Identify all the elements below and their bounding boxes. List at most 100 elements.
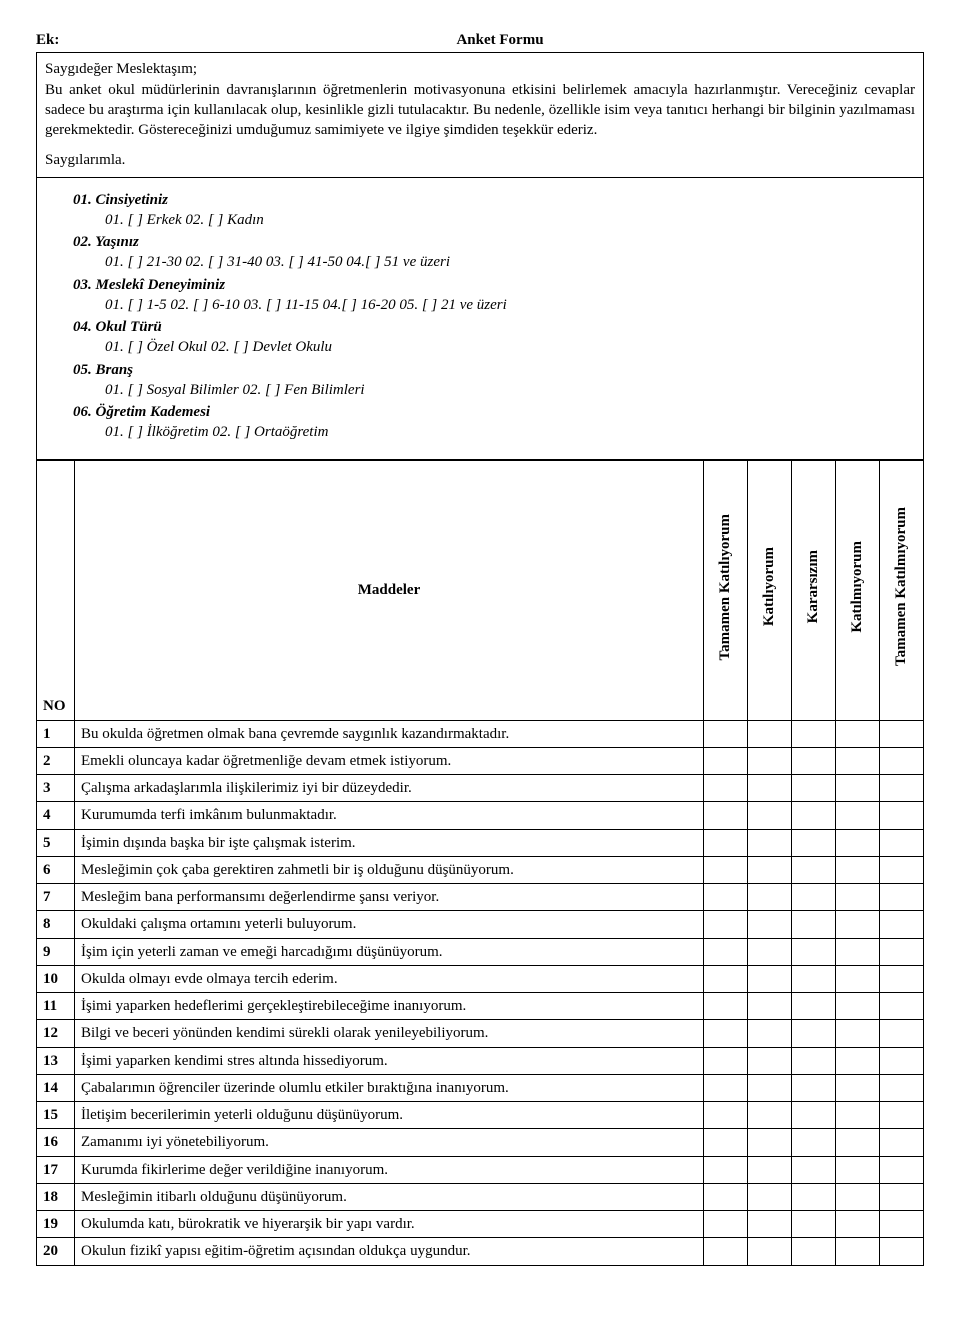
- rating-cell[interactable]: [836, 720, 880, 747]
- rating-cell[interactable]: [792, 856, 836, 883]
- rating-cell[interactable]: [748, 1074, 792, 1101]
- rating-cell[interactable]: [880, 993, 924, 1020]
- rating-cell[interactable]: [880, 911, 924, 938]
- rating-cell[interactable]: [792, 1020, 836, 1047]
- rating-cell[interactable]: [792, 802, 836, 829]
- rating-cell[interactable]: [748, 829, 792, 856]
- rating-cell[interactable]: [880, 1129, 924, 1156]
- rating-cell[interactable]: [792, 720, 836, 747]
- rating-cell[interactable]: [880, 1211, 924, 1238]
- rating-cell[interactable]: [792, 884, 836, 911]
- rating-cell[interactable]: [704, 965, 748, 992]
- rating-cell[interactable]: [748, 911, 792, 938]
- rating-cell[interactable]: [880, 829, 924, 856]
- rating-cell[interactable]: [836, 829, 880, 856]
- rating-cell[interactable]: [704, 1074, 748, 1101]
- rating-cell[interactable]: [836, 802, 880, 829]
- rating-cell[interactable]: [704, 911, 748, 938]
- rating-cell[interactable]: [836, 1102, 880, 1129]
- rating-cell[interactable]: [748, 1238, 792, 1265]
- rating-cell[interactable]: [748, 1047, 792, 1074]
- rating-cell[interactable]: [880, 1238, 924, 1265]
- rating-cell[interactable]: [836, 856, 880, 883]
- rating-cell[interactable]: [704, 856, 748, 883]
- rating-cell[interactable]: [880, 856, 924, 883]
- rating-cell[interactable]: [880, 775, 924, 802]
- rating-cell[interactable]: [880, 1183, 924, 1210]
- rating-cell[interactable]: [792, 1129, 836, 1156]
- rating-cell[interactable]: [704, 1183, 748, 1210]
- rating-cell[interactable]: [704, 1211, 748, 1238]
- rating-cell[interactable]: [748, 965, 792, 992]
- rating-cell[interactable]: [836, 1211, 880, 1238]
- rating-cell[interactable]: [748, 720, 792, 747]
- rating-cell[interactable]: [792, 993, 836, 1020]
- rating-cell[interactable]: [748, 747, 792, 774]
- q6-opts[interactable]: 01. [ ] İlköğretim 02. [ ] Ortaöğretim: [45, 422, 915, 442]
- rating-cell[interactable]: [880, 1102, 924, 1129]
- q5-opts[interactable]: 01. [ ] Sosyal Bilimler 02. [ ] Fen Bili…: [45, 380, 915, 400]
- rating-cell[interactable]: [704, 1047, 748, 1074]
- rating-cell[interactable]: [880, 884, 924, 911]
- rating-cell[interactable]: [748, 1211, 792, 1238]
- rating-cell[interactable]: [704, 1129, 748, 1156]
- rating-cell[interactable]: [748, 993, 792, 1020]
- rating-cell[interactable]: [836, 1020, 880, 1047]
- rating-cell[interactable]: [836, 1074, 880, 1101]
- q1-opts[interactable]: 01. [ ] Erkek 02. [ ] Kadın: [45, 210, 915, 230]
- rating-cell[interactable]: [792, 911, 836, 938]
- rating-cell[interactable]: [748, 938, 792, 965]
- rating-cell[interactable]: [836, 1047, 880, 1074]
- rating-cell[interactable]: [792, 747, 836, 774]
- rating-cell[interactable]: [880, 938, 924, 965]
- rating-cell[interactable]: [704, 720, 748, 747]
- rating-cell[interactable]: [836, 884, 880, 911]
- rating-cell[interactable]: [792, 938, 836, 965]
- q2-opts[interactable]: 01. [ ] 21-30 02. [ ] 31-40 03. [ ] 41-5…: [45, 252, 915, 272]
- rating-cell[interactable]: [748, 802, 792, 829]
- rating-cell[interactable]: [880, 1047, 924, 1074]
- rating-cell[interactable]: [704, 829, 748, 856]
- rating-cell[interactable]: [704, 775, 748, 802]
- rating-cell[interactable]: [704, 993, 748, 1020]
- rating-cell[interactable]: [836, 993, 880, 1020]
- rating-cell[interactable]: [836, 1183, 880, 1210]
- rating-cell[interactable]: [704, 747, 748, 774]
- rating-cell[interactable]: [748, 856, 792, 883]
- rating-cell[interactable]: [748, 1102, 792, 1129]
- rating-cell[interactable]: [792, 1238, 836, 1265]
- rating-cell[interactable]: [880, 747, 924, 774]
- rating-cell[interactable]: [792, 775, 836, 802]
- rating-cell[interactable]: [836, 1238, 880, 1265]
- rating-cell[interactable]: [748, 884, 792, 911]
- rating-cell[interactable]: [704, 1238, 748, 1265]
- rating-cell[interactable]: [836, 1156, 880, 1183]
- rating-cell[interactable]: [704, 1102, 748, 1129]
- rating-cell[interactable]: [880, 720, 924, 747]
- rating-cell[interactable]: [836, 965, 880, 992]
- rating-cell[interactable]: [748, 1156, 792, 1183]
- rating-cell[interactable]: [704, 938, 748, 965]
- rating-cell[interactable]: [792, 1211, 836, 1238]
- q4-opts[interactable]: 01. [ ] Özel Okul 02. [ ] Devlet Okulu: [45, 337, 915, 357]
- rating-cell[interactable]: [704, 802, 748, 829]
- rating-cell[interactable]: [792, 1183, 836, 1210]
- rating-cell[interactable]: [880, 1074, 924, 1101]
- rating-cell[interactable]: [836, 911, 880, 938]
- rating-cell[interactable]: [880, 1156, 924, 1183]
- rating-cell[interactable]: [748, 775, 792, 802]
- rating-cell[interactable]: [792, 1047, 836, 1074]
- rating-cell[interactable]: [748, 1129, 792, 1156]
- rating-cell[interactable]: [792, 1102, 836, 1129]
- rating-cell[interactable]: [748, 1183, 792, 1210]
- rating-cell[interactable]: [792, 829, 836, 856]
- rating-cell[interactable]: [880, 965, 924, 992]
- rating-cell[interactable]: [792, 1156, 836, 1183]
- rating-cell[interactable]: [792, 965, 836, 992]
- rating-cell[interactable]: [836, 747, 880, 774]
- rating-cell[interactable]: [792, 1074, 836, 1101]
- rating-cell[interactable]: [836, 938, 880, 965]
- q3-opts[interactable]: 01. [ ] 1-5 02. [ ] 6-10 03. [ ] 11-15 0…: [45, 295, 915, 315]
- rating-cell[interactable]: [880, 802, 924, 829]
- rating-cell[interactable]: [748, 1020, 792, 1047]
